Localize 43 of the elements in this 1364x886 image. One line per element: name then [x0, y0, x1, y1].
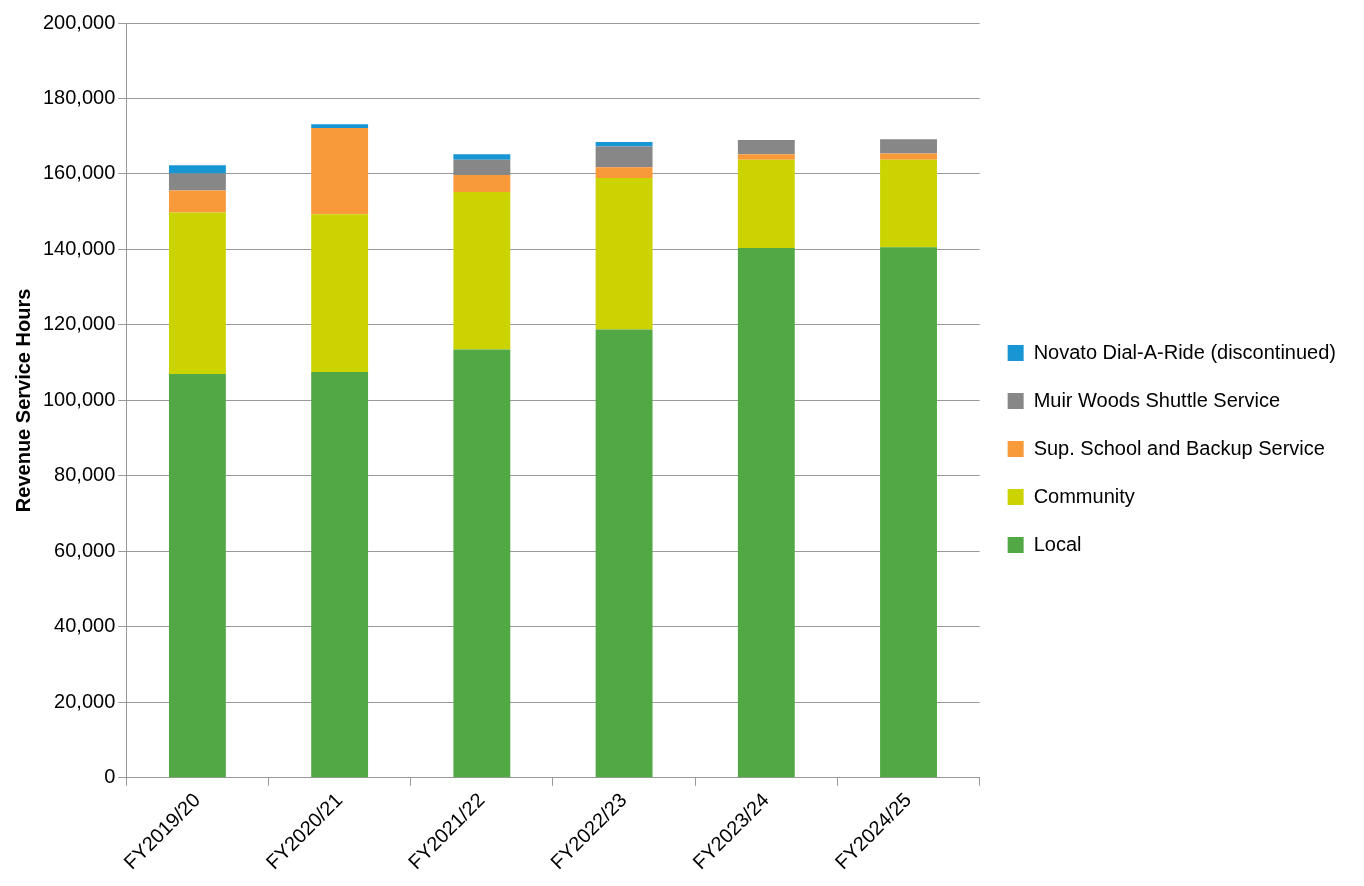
bar [311, 127, 369, 215]
y-tick-label: 0 [104, 765, 116, 788]
bar [737, 247, 795, 778]
legend-label: Novato Dial-A-Ride (discontinued) [1033, 340, 1337, 363]
bar [453, 159, 511, 176]
bar [168, 173, 226, 191]
legend-label: Local [1033, 532, 1082, 555]
bar [880, 139, 937, 154]
bar [311, 214, 369, 373]
bar [453, 349, 511, 778]
y-tick-label: 100,000 [43, 387, 116, 410]
y-tick-label: 160,000 [43, 161, 116, 184]
y-tick-label: 200,000 [43, 10, 116, 33]
y-tick-label: 180,000 [43, 86, 116, 108]
bar [737, 159, 795, 248]
y-tick-label: 120,000 [43, 312, 116, 335]
legend-label: Muir Woods Shuttle Service [1033, 388, 1281, 411]
bar [737, 140, 795, 155]
legend-label: Sup. School and Backup Service [1033, 436, 1325, 459]
bar [168, 212, 226, 374]
bar [737, 154, 795, 160]
bar [595, 178, 653, 330]
bar [453, 154, 511, 160]
bar [453, 192, 511, 350]
y-axis-title: Revenue Service Hours [11, 288, 34, 513]
bar [880, 247, 937, 778]
y-tick-label: 80,000 [54, 463, 116, 486]
y-tick-label: 60,000 [54, 538, 116, 561]
legend-label: Community [1033, 484, 1135, 507]
bar [311, 372, 369, 778]
y-tick-label: 20,000 [54, 689, 116, 712]
bar [595, 167, 653, 179]
bar [595, 329, 653, 778]
bar [595, 146, 653, 168]
y-tick-label: 40,000 [54, 614, 116, 637]
bar [880, 159, 937, 248]
bar [168, 374, 226, 778]
bar [168, 165, 226, 174]
bar [168, 190, 226, 213]
bar [880, 153, 937, 160]
bar [311, 124, 369, 128]
y-tick-label: 140,000 [43, 236, 116, 259]
bar [453, 175, 511, 193]
